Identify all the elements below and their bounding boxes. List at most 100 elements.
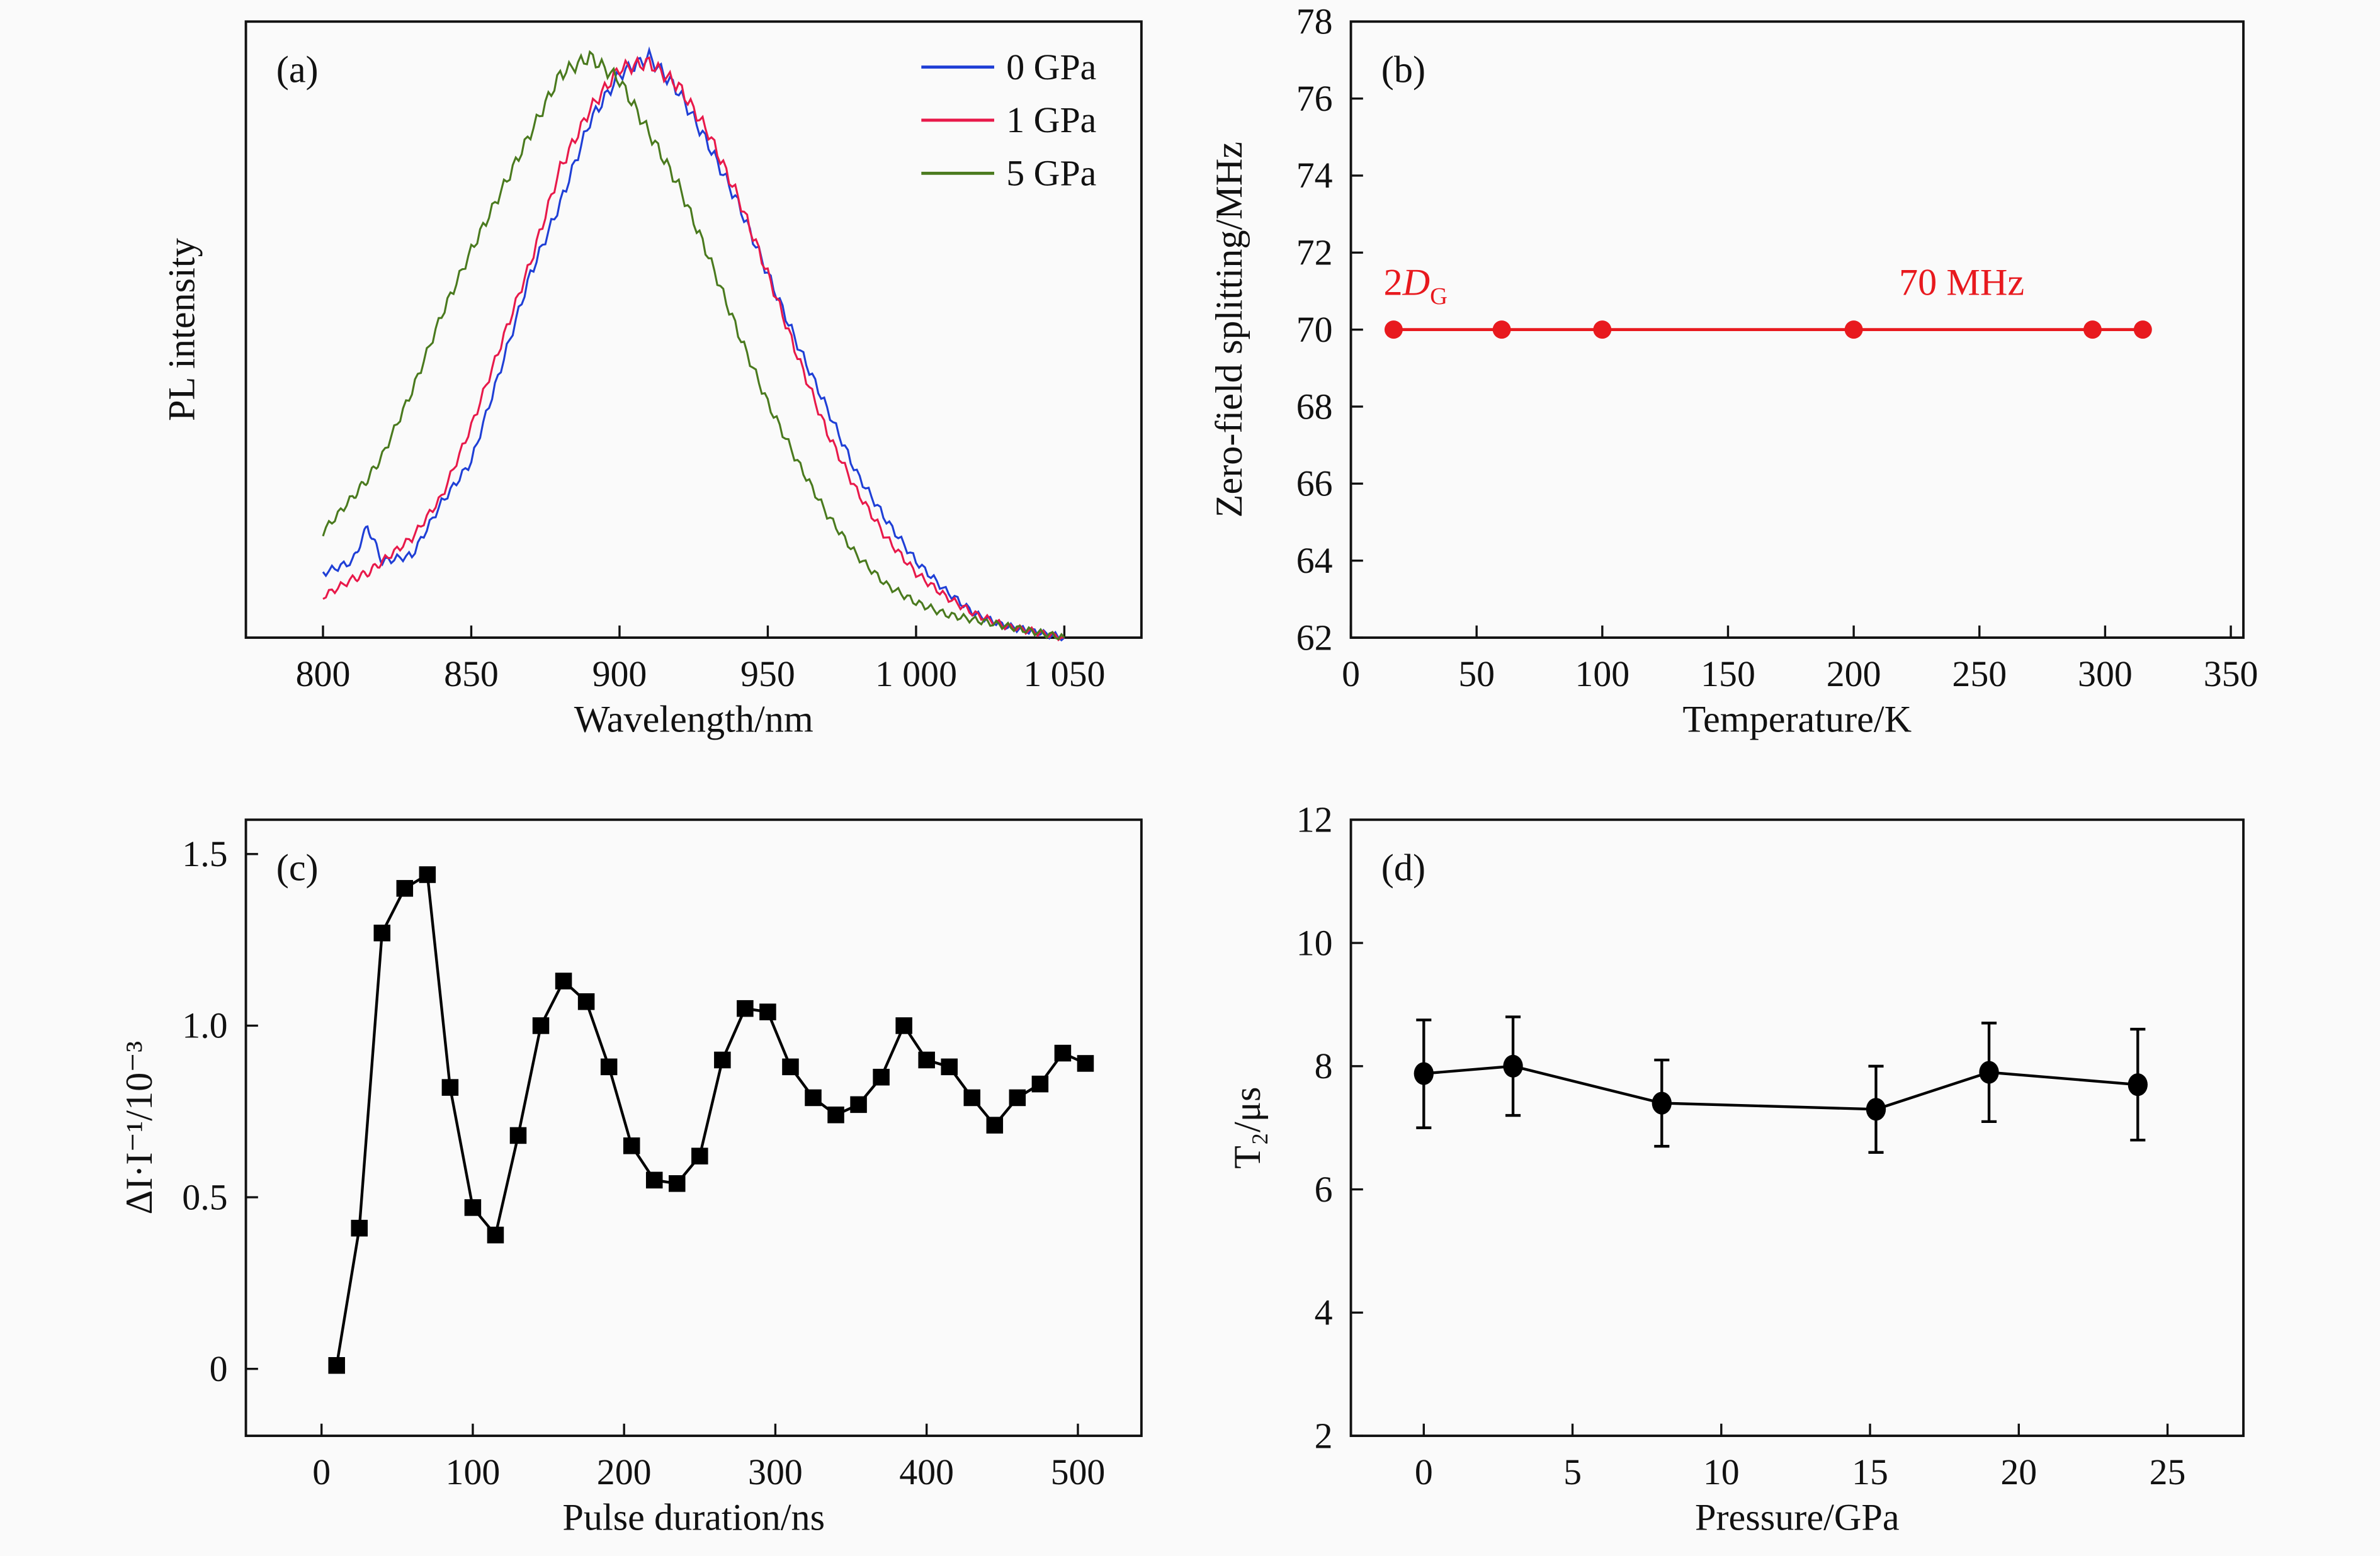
data-point xyxy=(351,1219,368,1237)
panel-label: (d) xyxy=(1381,847,1425,889)
data-point xyxy=(441,1079,459,1096)
data-point xyxy=(1979,1061,1999,1084)
x-tick-label: 400 xyxy=(899,1452,954,1492)
data-point xyxy=(805,1089,822,1107)
data-point xyxy=(737,1000,754,1017)
x-tick-label: 800 xyxy=(296,653,351,694)
y-tick-label: 0 xyxy=(210,1348,228,1389)
data-point xyxy=(1866,1098,1886,1121)
data-point xyxy=(895,1017,912,1034)
data-point xyxy=(1031,1075,1049,1093)
data-point xyxy=(1652,1091,1672,1115)
panel-label: (b) xyxy=(1381,49,1425,91)
y-tick-label: 66 xyxy=(1296,463,1333,504)
x-tick-label: 200 xyxy=(1827,653,1881,694)
data-point xyxy=(1009,1089,1026,1107)
data-point xyxy=(577,993,595,1010)
y-tick-label: 1.5 xyxy=(182,833,227,874)
panel-d: 0 5 10 15 20 25 2 4 6 8 10 12 Pressure/GPa T₂/μs (d) xyxy=(1227,799,2245,1539)
panel-a: 800 850 900 950 1 000 1 050 Wavelength/nm PL in… xyxy=(161,20,1143,740)
x-axis-label: Pressure/GPa xyxy=(1695,1497,1900,1539)
x-tick-label: 150 xyxy=(1701,653,1755,694)
x-tick-label: 0 xyxy=(1342,653,1360,694)
data-point xyxy=(419,866,436,883)
panel-label: (c) xyxy=(276,847,319,889)
data-point xyxy=(555,972,572,989)
y-tick-label: 1.0 xyxy=(182,1005,227,1046)
x-tick-label: 200 xyxy=(597,1452,652,1492)
y-tick-label: 74 xyxy=(1296,155,1333,196)
plot-frame xyxy=(244,818,1143,1437)
data-point xyxy=(941,1058,958,1076)
legend-label: 0 GPa xyxy=(1006,47,1096,87)
y-tick-label: 6 xyxy=(1315,1169,1333,1210)
data-point xyxy=(509,1127,527,1144)
series-line xyxy=(1424,1064,2138,1111)
y-axis-label: Zero-field splitting/MHz xyxy=(1208,142,1250,517)
x-tick-label: 100 xyxy=(446,1452,501,1492)
x-tick-label: 1 050 xyxy=(1023,653,1105,694)
data-point xyxy=(1593,320,1612,339)
x-tick-label: 0 xyxy=(312,1452,331,1492)
x-tick-label: 300 xyxy=(2078,653,2133,694)
x-tick-label: 15 xyxy=(1852,1452,1888,1492)
x-tick-label: 500 xyxy=(1051,1452,1106,1492)
series-line-5-GPa xyxy=(322,50,1065,641)
data-point xyxy=(759,1003,776,1020)
x-tick-label: 20 xyxy=(2000,1452,2037,1492)
panel-label: (a) xyxy=(276,49,319,91)
x-tick-label: 950 xyxy=(740,653,795,694)
data-point xyxy=(963,1089,981,1107)
x-tick-label: 100 xyxy=(1575,653,1629,694)
data-point xyxy=(782,1058,799,1076)
x-axis-label: Wavelength/nm xyxy=(574,698,813,740)
data-point xyxy=(1844,320,1863,339)
y-tick-label: 68 xyxy=(1296,386,1333,427)
panel-b: 0 50 100 150 200 250 300 350 62 64 66 68 70 72 74 76 78 T… xyxy=(1208,1,2258,741)
plot-frame xyxy=(1349,818,2245,1437)
y-tick-label: 70 xyxy=(1296,309,1333,350)
data-point xyxy=(1054,1044,1072,1062)
y-tick-label: 72 xyxy=(1296,232,1333,273)
data-point xyxy=(827,1106,844,1124)
data-point xyxy=(691,1147,708,1164)
data-point xyxy=(986,1117,1004,1134)
y-tick-label: 4 xyxy=(1315,1292,1333,1333)
x-tick-label: 900 xyxy=(592,653,647,694)
y-axis-label: PL intensity xyxy=(161,238,203,421)
x-tick-label: 10 xyxy=(1703,1452,1740,1492)
y-tick-label: 2 xyxy=(1315,1415,1333,1456)
y-tick-label: 78 xyxy=(1296,1,1333,42)
x-tick-label: 250 xyxy=(1952,653,2007,694)
y-tick-label: 12 xyxy=(1296,799,1333,840)
x-tick-label: 1 000 xyxy=(875,653,957,694)
data-point xyxy=(373,924,391,942)
annotation: 70 MHz xyxy=(1899,262,2024,304)
data-point xyxy=(487,1226,504,1244)
data-point xyxy=(2083,320,2102,339)
data-point xyxy=(2133,320,2152,339)
data-point xyxy=(1414,1062,1434,1085)
x-tick-label: 5 xyxy=(1563,1452,1582,1492)
data-point xyxy=(2128,1073,2148,1097)
x-axis-label: Pulse duration/ns xyxy=(562,1497,825,1539)
y-tick-label: 64 xyxy=(1296,540,1333,581)
data-point xyxy=(850,1096,867,1113)
series-line-1-GPa xyxy=(322,55,1065,641)
series-line-0-GPa xyxy=(322,46,1065,642)
x-axis-label: Temperature/K xyxy=(1682,698,1912,740)
data-point xyxy=(532,1017,550,1034)
data-point xyxy=(600,1058,618,1076)
data-point xyxy=(1503,1054,1523,1078)
x-tick-label: 50 xyxy=(1458,653,1495,694)
data-point xyxy=(1077,1055,1094,1072)
y-axis-label: T₂/μs xyxy=(1227,1087,1269,1169)
data-point xyxy=(623,1137,640,1154)
annotation: 2DG xyxy=(1383,262,1448,310)
data-point xyxy=(645,1171,663,1189)
x-tick-label: 300 xyxy=(748,1452,803,1492)
legend-label: 1 GPa xyxy=(1006,99,1096,140)
legend-label: 5 GPa xyxy=(1006,153,1096,194)
data-point xyxy=(1492,320,1511,339)
